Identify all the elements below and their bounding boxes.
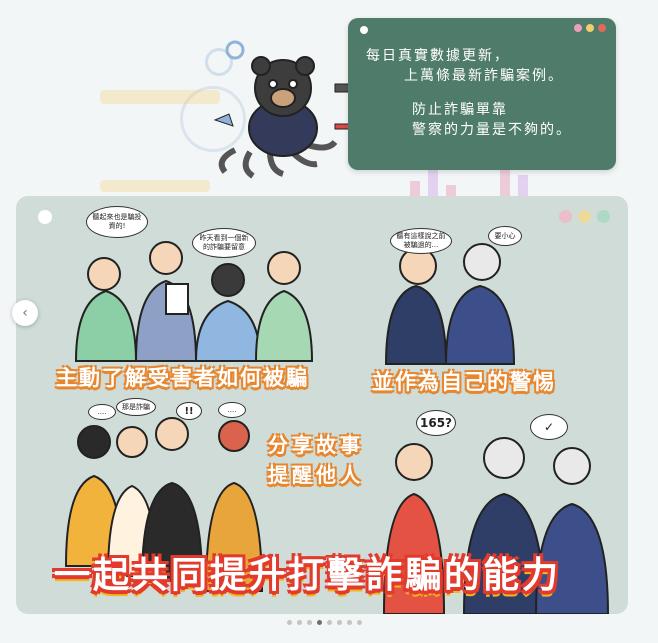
speech-bubble: .... [88,404,116,420]
speech-bubble: 昨天看到一個新的詐騙要留意 [192,228,256,258]
background-doodle [446,185,456,203]
pager-dot[interactable] [357,620,362,625]
window-dot-green [597,210,610,223]
speech-bubble: 聽有這樣說之前被騙過的... [390,228,452,254]
window-dot-pink [574,24,582,32]
info-card: 每日真實數據更新， 上萬條最新詐騙案例。 防止詐騙單靠 警察的力量是不夠的。 [348,18,616,170]
background-doodle [518,175,528,203]
pager-dot[interactable] [287,620,292,625]
background-doodle [428,169,438,203]
window-dot-red [598,24,606,32]
background-doodle [180,86,246,152]
window-dot-yellow [586,24,594,32]
background-doodle [410,181,420,203]
window-controls [559,210,610,223]
pager-dot[interactable] [327,620,332,625]
illustration-panel: 聽起來也是騙投資的! 昨天看到一個新的詐騙要留意 聽有這樣說之前被騙過的... … [16,196,628,614]
window-dot-yellow [578,210,591,223]
people-illustration [64,241,610,614]
pager-dot[interactable] [347,620,352,625]
caption-understand-victims: 主動了解受害者如何被騙 [56,366,309,390]
info-line-4: 警察的力量是不夠的。 [412,122,572,138]
check-bubble: ✓ [530,414,568,440]
window-dot [38,210,52,224]
speech-bubble: .... [218,402,246,418]
background-doodle [100,180,210,192]
info-line-1: 每日真實數據更新， [366,48,510,64]
background-doodle [205,48,233,76]
caption-self-alert: 並作為自己的警惕 [372,370,556,394]
pager-dot[interactable] [317,620,322,625]
window-controls [574,24,606,32]
speech-bubble: 165? [416,410,456,436]
speech-bubble: !! [176,402,202,420]
background-doodle [500,163,510,203]
speech-bubble: 聽起來也是騙投資的! [86,206,148,238]
carousel-pager [287,620,362,625]
info-line-2: 上萬條最新詐騙案例。 [404,68,564,84]
pager-dot[interactable] [337,620,342,625]
speech-bubble: 那是詐騙 [116,398,156,416]
background-doodle [100,90,220,104]
speech-bubble: 要小心 [488,226,522,246]
chevron-left-icon: ‹ [22,305,28,321]
window-dot [360,26,368,34]
main-slogan: 一起共同提升打擊詐騙的能力 [54,555,562,596]
caption-share-line-1: 分享故事 [268,433,364,457]
caption-share-story: 分享故事 提醒他人 [268,430,364,490]
info-line-3: 防止詐騙單靠 [412,102,508,118]
caption-share-line-2: 提醒他人 [268,463,364,487]
carousel-prev-button[interactable]: ‹ [12,300,38,326]
window-dot-pink [559,210,572,223]
pager-dot[interactable] [297,620,302,625]
pager-dot[interactable] [307,620,312,625]
